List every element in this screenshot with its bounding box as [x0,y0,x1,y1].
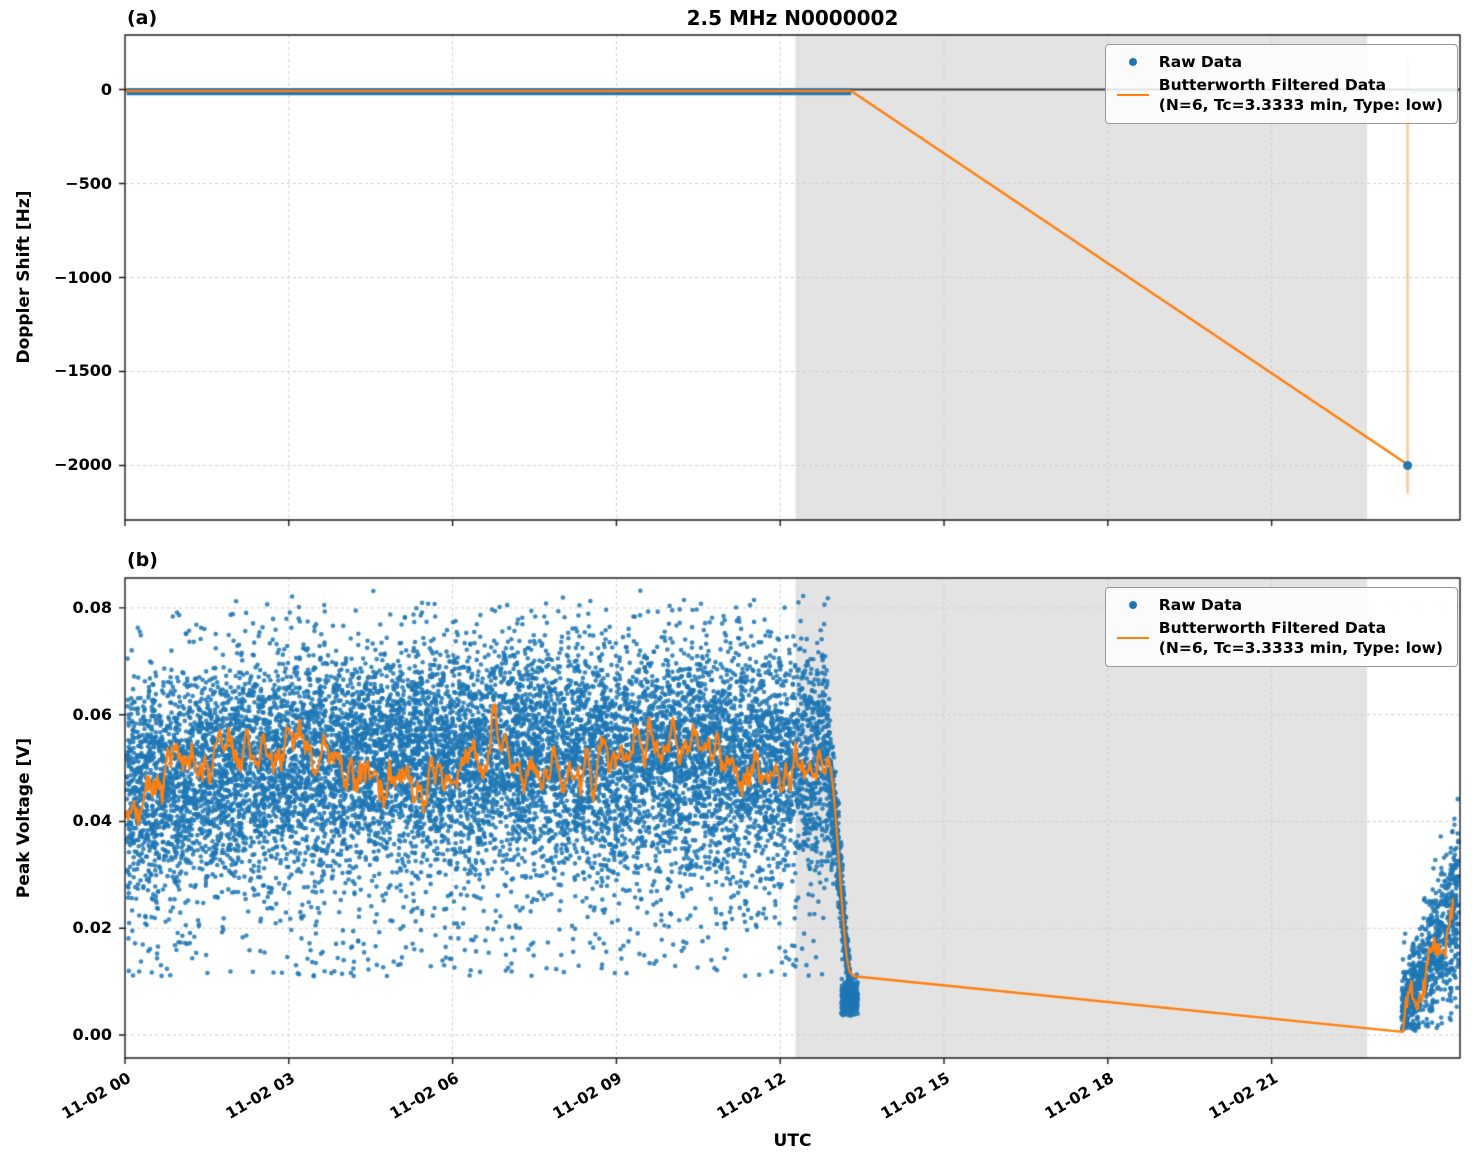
panel-b-label: (b) [127,549,158,571]
legend-entry-raw: Raw Data [1116,595,1443,615]
panel-a-label: (a) [127,7,158,29]
legend-entry-raw: Raw Data [1116,52,1443,72]
raw-marker-col [1116,601,1150,610]
filtered-line-marker-icon [1116,637,1149,640]
y-tick-label-doppler: −1500 [54,361,112,381]
raw-data-marker-icon [1128,58,1137,67]
x-axis-label: UTC [773,1131,812,1151]
filtered-marker-col [1116,637,1150,640]
y-tick-label-doppler: −500 [65,173,112,193]
filtered-marker-col [1116,94,1150,97]
raw-data-marker-icon [1128,601,1137,610]
filtered-line-marker-icon [1116,94,1149,97]
legend-raw-label: Raw Data [1158,596,1243,614]
legend-entry-filtered: Butterworth Filtered Data (N=6, Tc=3.333… [1116,75,1443,115]
y-tick-label-voltage: 0.02 [72,918,112,938]
raw-marker-col [1116,58,1150,67]
chart-title: 2.5 MHz N0000002 [686,6,899,30]
y-tick-label-voltage: 0.04 [72,811,112,831]
legend-panel-b: Raw Data Butterworth Filtered Data (N=6,… [1104,587,1458,668]
y-tick-label-voltage: 0.08 [72,597,112,617]
legend-panel-a: Raw Data Butterworth Filtered Data (N=6,… [1104,44,1458,125]
y-tick-label-voltage: 0.00 [72,1025,112,1045]
legend-raw-label: Raw Data [1158,53,1243,71]
legend-filtered-label: Butterworth Filtered Data (N=6, Tc=3.333… [1158,76,1443,115]
y-tick-label-doppler: −1000 [54,267,112,287]
y-tick-label-voltage: 0.06 [72,704,112,724]
y-tick-label-doppler: 0 [100,79,112,99]
legend-entry-filtered: Butterworth Filtered Data (N=6, Tc=3.333… [1116,618,1443,658]
legend-filtered-label: Butterworth Filtered Data (N=6, Tc=3.333… [1158,619,1443,658]
y-tick-label-doppler: −2000 [54,455,112,475]
